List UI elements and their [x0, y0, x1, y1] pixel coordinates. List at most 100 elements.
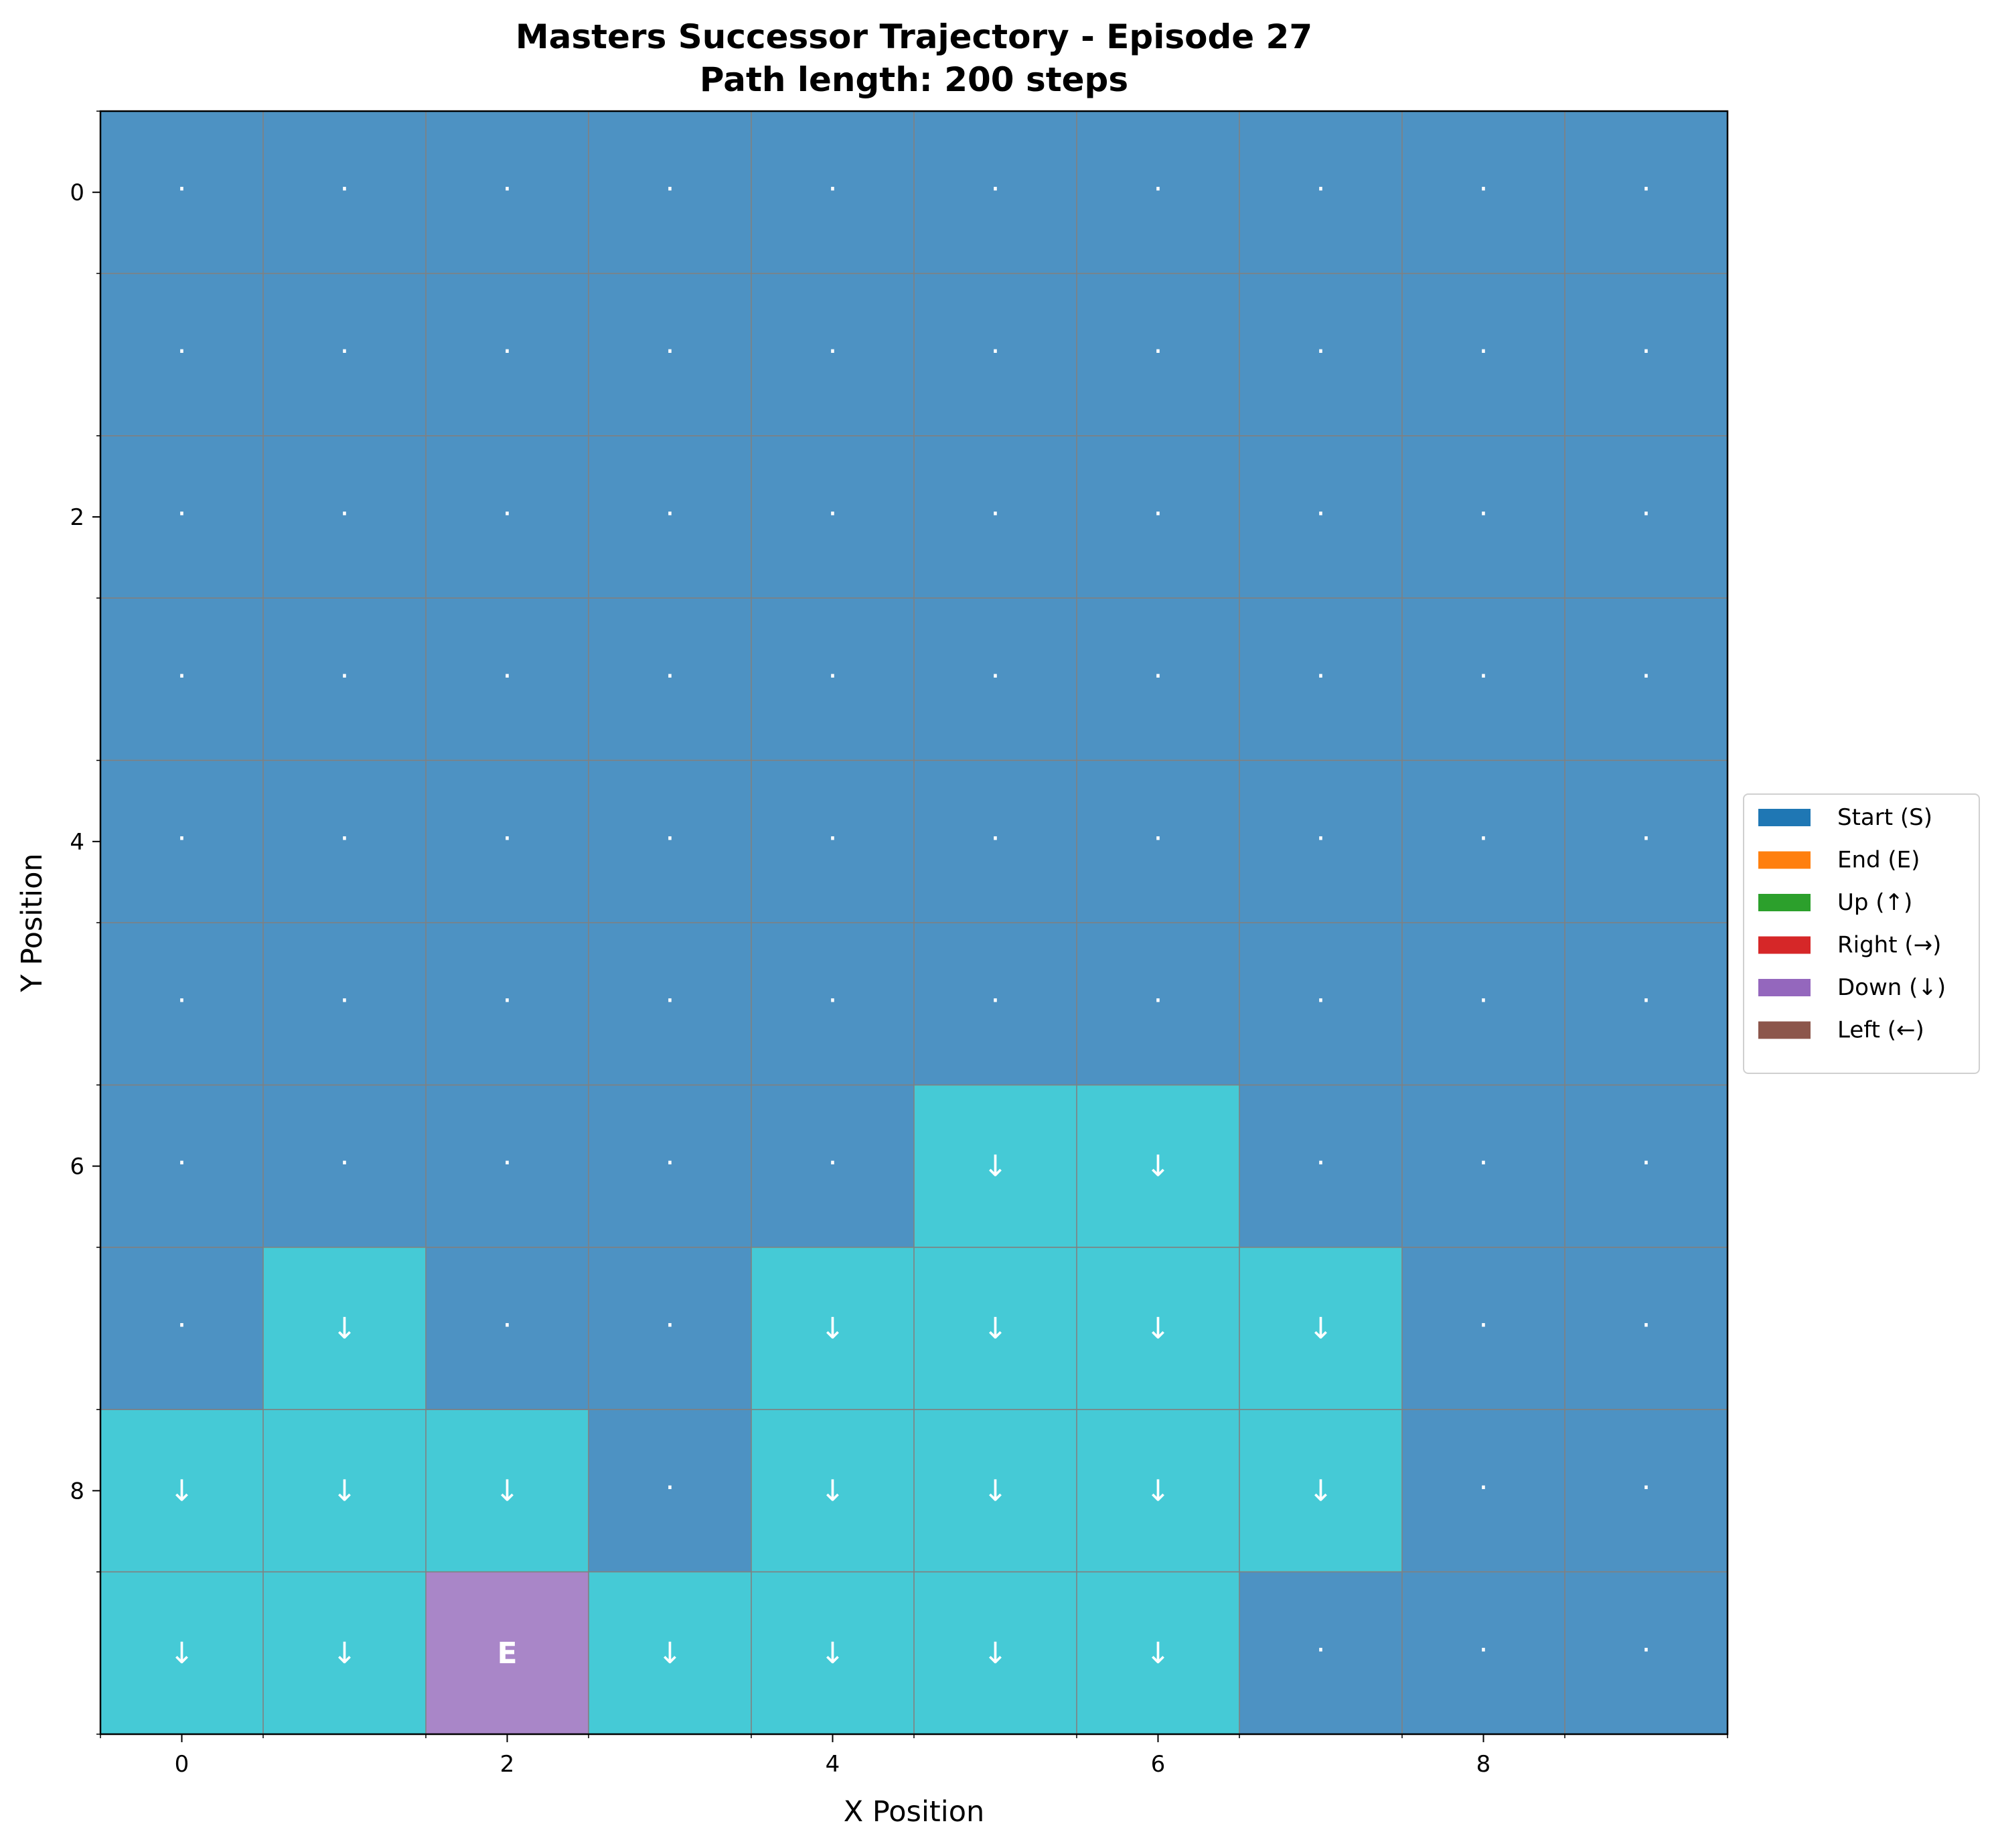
- grid-cell: [751, 1571, 914, 1734]
- grid-cell: [263, 1409, 426, 1572]
- grid-cell: [100, 923, 263, 1085]
- unvisited-dot: ·: [666, 1470, 675, 1505]
- unvisited-dot: ·: [177, 822, 187, 856]
- unvisited-dot: ·: [177, 984, 187, 1018]
- y-axis-label: Y Position: [15, 853, 49, 992]
- grid-cell: [263, 435, 426, 599]
- down-arrow-icon: ↓: [332, 1636, 357, 1671]
- unvisited-dot: ·: [1316, 1146, 1326, 1180]
- grid-cell: [1239, 1409, 1402, 1572]
- unvisited-dot: ·: [340, 335, 350, 369]
- grid-cell: [263, 1085, 426, 1247]
- grid-cell: [1402, 435, 1565, 599]
- grid-cell: [100, 598, 263, 761]
- y-tick-label: 0: [70, 179, 84, 206]
- grid-cell: [1077, 598, 1239, 761]
- grid-cell: [426, 273, 589, 436]
- unvisited-dot: ·: [1642, 1470, 1651, 1505]
- unvisited-dot: ·: [828, 335, 838, 369]
- unvisited-dot: ·: [340, 659, 350, 693]
- down-arrow-icon: ↓: [1146, 1474, 1170, 1508]
- grid-cell: [1402, 1571, 1565, 1734]
- grid-cell: [1077, 1247, 1239, 1410]
- grid-cell: [1565, 1085, 1728, 1247]
- unvisited-dot: ·: [503, 335, 512, 369]
- down-arrow-icon: ↓: [1146, 1636, 1170, 1671]
- unvisited-dot: ·: [1642, 1633, 1651, 1667]
- unvisited-dot: ·: [1479, 172, 1488, 206]
- grid-cell: [1402, 923, 1565, 1085]
- unvisited-dot: ·: [1479, 659, 1488, 693]
- grid-cell: [914, 760, 1077, 923]
- grid-cell: [426, 111, 589, 274]
- grid-cell: [914, 435, 1077, 599]
- x-tick-label: 4: [826, 1751, 840, 1778]
- unvisited-dot: ·: [1642, 497, 1651, 531]
- grid-cell: [589, 1247, 751, 1410]
- down-arrow-icon: ↓: [1146, 1312, 1170, 1346]
- unvisited-dot: ·: [503, 659, 512, 693]
- unvisited-dot: ·: [828, 659, 838, 693]
- grid-cell: [100, 760, 263, 923]
- grid-cells: · · · · · · · · · · · · · · · · · · · · · · · · · · · · · · · · · · · · · · · ·…: [100, 111, 1728, 1734]
- chart-title: Masters Successor Trajectory - Episode 2…: [516, 17, 1312, 99]
- x-tick-label: 6: [1151, 1751, 1166, 1778]
- grid-cell: [751, 760, 914, 923]
- grid-cell: [751, 1409, 914, 1572]
- grid-cell: [426, 598, 589, 761]
- grid-cell: [100, 435, 263, 599]
- grid-cell: [100, 1409, 263, 1572]
- grid-cell: [751, 598, 914, 761]
- grid-cell: [1077, 111, 1239, 274]
- down-arrow-icon: ↓: [169, 1636, 194, 1671]
- grid-cell: [589, 598, 751, 761]
- unvisited-dot: ·: [828, 1146, 838, 1180]
- grid-cell: [426, 923, 589, 1085]
- grid-cell: [1565, 435, 1728, 599]
- down-arrow-icon: ↓: [332, 1474, 357, 1508]
- grid-cell: [1239, 1085, 1402, 1247]
- grid-cell: [1239, 111, 1402, 274]
- grid-cell: [1402, 760, 1565, 923]
- down-arrow-icon: ↓: [983, 1312, 1008, 1346]
- grid-cell: [751, 1247, 914, 1410]
- grid-cell: [263, 1247, 426, 1410]
- unvisited-dot: ·: [1479, 984, 1488, 1018]
- grid-cell: [589, 111, 751, 274]
- unvisited-dot: ·: [666, 984, 675, 1018]
- down-arrow-icon: ↓: [983, 1636, 1008, 1671]
- unvisited-dot: ·: [340, 984, 350, 1018]
- down-arrow-icon: ↓: [1146, 1150, 1170, 1184]
- down-arrow-icon: ↓: [495, 1474, 520, 1508]
- unvisited-dot: ·: [1479, 1470, 1488, 1505]
- grid-cell: [1077, 273, 1239, 436]
- unvisited-dot: ·: [340, 497, 350, 531]
- x-tick-label: 0: [175, 1751, 189, 1778]
- grid-cell: [426, 1085, 589, 1247]
- grid-cell: [914, 1409, 1077, 1572]
- grid-cell: [100, 273, 263, 436]
- grid-cell: [589, 1571, 751, 1734]
- grid-cell: [589, 1409, 751, 1572]
- grid-cell: [426, 1247, 589, 1410]
- grid-cell: [914, 923, 1077, 1085]
- grid-cell: [1565, 111, 1728, 274]
- unvisited-dot: ·: [177, 659, 187, 693]
- grid-cell: [1239, 923, 1402, 1085]
- unvisited-dot: ·: [666, 335, 675, 369]
- grid-cell: [1565, 923, 1728, 1085]
- grid-cell: [1565, 1571, 1728, 1734]
- down-arrow-icon: ↓: [983, 1150, 1008, 1184]
- legend-swatch: [1758, 979, 1811, 996]
- grid-cell: [914, 1085, 1077, 1247]
- chart-title-line: Path length: 200 steps: [700, 60, 1128, 99]
- grid-cell: [589, 435, 751, 599]
- grid-cell: [1239, 435, 1402, 599]
- unvisited-dot: ·: [991, 984, 1000, 1018]
- grid-cell: [426, 1409, 589, 1572]
- legend-label: End (E): [1837, 847, 1920, 874]
- grid-cell: [263, 760, 426, 923]
- grid-cell: [1565, 598, 1728, 761]
- grid-cell: [1077, 923, 1239, 1085]
- grid-cell: [1402, 273, 1565, 436]
